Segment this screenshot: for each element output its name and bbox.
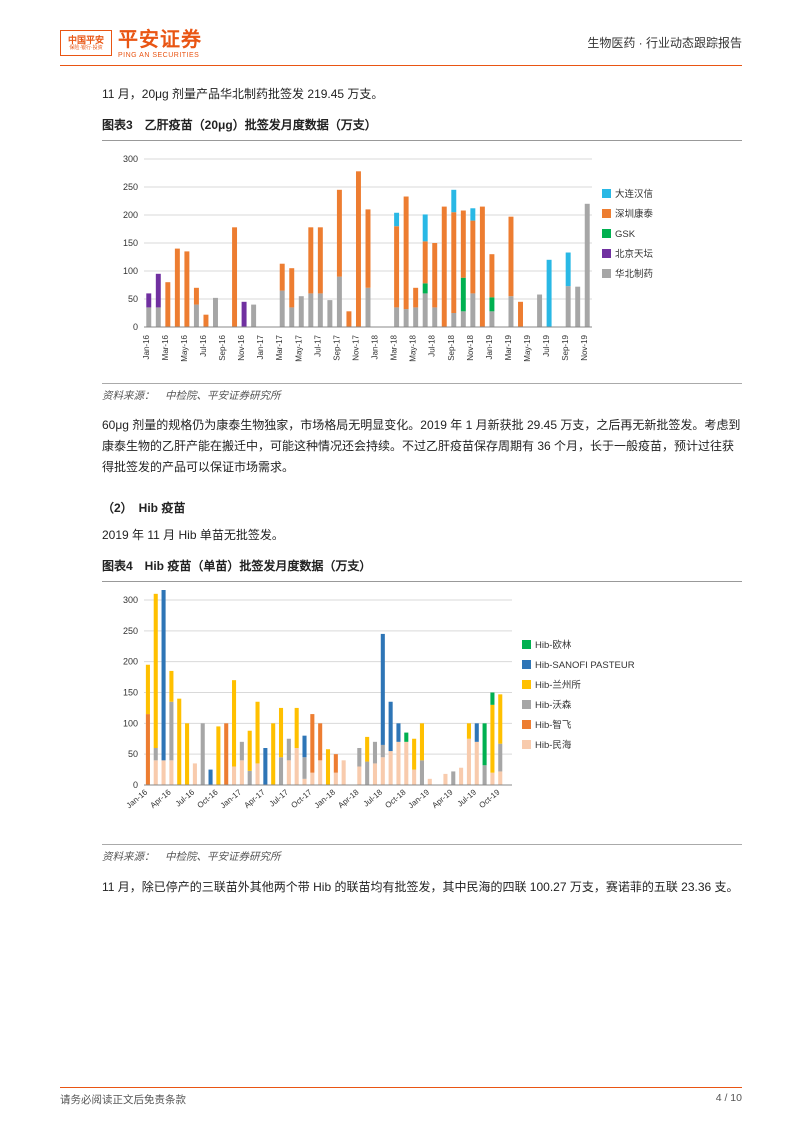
svg-text:北京天坛: 北京天坛 (615, 248, 654, 260)
svg-text:Jan-18: Jan-18 (313, 788, 338, 811)
svg-text:Nov-16: Nov-16 (237, 334, 246, 360)
chart4-wrap: 050100150200250300Jan-16Apr-16Jul-16Oct-… (102, 582, 742, 844)
svg-text:May-19: May-19 (523, 334, 532, 361)
svg-text:Jul-16: Jul-16 (174, 788, 197, 809)
svg-text:Mar-18: Mar-18 (390, 334, 399, 360)
chart3-wrap: 0 50 100 150 200 250 300 Jan-16 Mar-16 May-16 Jul-… (102, 141, 742, 383)
section2-p2: 11 月，除已停产的三联苗外其他两个带 Hib 的联苗均有批签发，其中民海的四联… (102, 877, 742, 898)
svg-text:50: 50 (128, 294, 138, 304)
svg-text:May-16: May-16 (180, 334, 189, 361)
svg-text:Jul-17: Jul-17 (313, 334, 322, 356)
svg-text:Jul-19: Jul-19 (456, 788, 479, 809)
svg-text:Hib-欧林: Hib-欧林 (535, 639, 572, 651)
svg-text:100: 100 (123, 266, 138, 276)
svg-text:Jan-18: Jan-18 (371, 334, 380, 359)
svg-text:150: 150 (123, 238, 138, 248)
brand-cn: 平安证券 (118, 30, 202, 50)
svg-text:Oct-17: Oct-17 (289, 788, 314, 811)
svg-text:华北制药: 华北制药 (615, 268, 653, 280)
svg-text:Apr-16: Apr-16 (149, 788, 174, 811)
svg-text:Nov-17: Nov-17 (351, 334, 360, 360)
svg-text:深圳康泰: 深圳康泰 (615, 208, 654, 220)
chart3-source: 资料来源： 中检院、平安证券研究所 (102, 383, 742, 405)
svg-text:Sep-19: Sep-19 (561, 334, 570, 360)
svg-text:0: 0 (133, 780, 138, 790)
chart3-svg: 0 50 100 150 200 250 300 Jan-16 Mar-16 May-16 Jul-… (102, 149, 682, 379)
svg-text:Jan-19: Jan-19 (485, 334, 494, 359)
footer: 请务必阅读正文后免责条款 4 / 10 (60, 1087, 742, 1107)
svg-text:Apr-17: Apr-17 (242, 788, 267, 811)
intro-para: 11 月，20μg 剂量产品华北制药批签发 219.45 万支。 (102, 84, 742, 105)
svg-text:Oct-19: Oct-19 (477, 788, 502, 811)
svg-text:Nov-18: Nov-18 (466, 334, 475, 360)
brand-en: PING AN SECURITIES (118, 52, 202, 59)
svg-text:Oct-18: Oct-18 (383, 788, 408, 811)
svg-text:Jan-17: Jan-17 (256, 334, 265, 359)
svg-text:Jul-19: Jul-19 (542, 334, 551, 356)
svg-text:Jul-16: Jul-16 (199, 334, 208, 356)
chart4-source: 资料来源： 中检院、平安证券研究所 (102, 844, 742, 866)
svg-text:Nov-19: Nov-19 (580, 334, 589, 360)
chart4-svg: 050100150200250300Jan-16Apr-16Jul-16Oct-… (102, 590, 682, 840)
footer-page-number: 4 / 10 (716, 1092, 742, 1107)
svg-text:Jan-16: Jan-16 (125, 788, 150, 811)
logo-sub: 保险·银行·投资 (69, 46, 102, 51)
svg-text:0: 0 (133, 322, 138, 332)
chart4-title: 图表4 Hib 疫苗（单苗）批签发月度数据（万支） (102, 556, 742, 582)
svg-text:Jul-18: Jul-18 (428, 334, 437, 356)
svg-text:150: 150 (123, 688, 138, 698)
section2-p1: 2019 年 11 月 Hib 单苗无批签发。 (102, 525, 742, 546)
svg-text:300: 300 (123, 595, 138, 605)
svg-text:Hib-智飞: Hib-智飞 (535, 719, 572, 731)
svg-text:Jul-18: Jul-18 (362, 788, 385, 809)
section2-heading: （2） Hib 疫苗 (102, 498, 742, 519)
chart3-title: 图表3 乙肝疫苗（20μg）批签发月度数据（万支） (102, 115, 742, 141)
svg-text:May-18: May-18 (409, 334, 418, 361)
svg-text:GSK: GSK (615, 229, 636, 240)
svg-text:大连汉信: 大连汉信 (615, 188, 653, 200)
content: 11 月，20μg 剂量产品华北制药批签发 219.45 万支。 图表3 乙肝疫… (60, 66, 742, 898)
svg-text:Apr-19: Apr-19 (430, 788, 455, 811)
svg-text:Jan-17: Jan-17 (219, 788, 244, 811)
para-after-chart3: 60μg 剂量的规格仍为康泰生物独家，市场格局无明显变化。2019 年 1 月新… (102, 415, 742, 478)
svg-text:May-17: May-17 (294, 334, 303, 361)
logo-text: 中国平安 (68, 36, 104, 45)
svg-text:Oct-16: Oct-16 (195, 788, 220, 811)
svg-text:200: 200 (123, 657, 138, 667)
header-category: 生物医药 · 行业动态跟踪报告 (587, 30, 742, 51)
svg-text:Mar-19: Mar-19 (504, 334, 513, 360)
svg-text:50: 50 (128, 750, 138, 760)
svg-text:Sep-16: Sep-16 (218, 334, 227, 360)
svg-text:Mar-17: Mar-17 (275, 334, 284, 360)
svg-text:Sep-17: Sep-17 (332, 334, 341, 360)
svg-text:Jan-16: Jan-16 (142, 334, 151, 359)
footer-disclaimer: 请务必阅读正文后免责条款 (60, 1092, 186, 1107)
svg-text:Hib-沃森: Hib-沃森 (535, 699, 572, 711)
brand: 平安证券 PING AN SECURITIES (118, 30, 202, 59)
svg-text:300: 300 (123, 154, 138, 164)
svg-text:Sep-18: Sep-18 (447, 334, 456, 360)
pingan-logo-icon: 中国平安 保险·银行·投资 (60, 30, 112, 56)
svg-text:200: 200 (123, 210, 138, 220)
page: 中国平安 保险·银行·投资 平安证券 PING AN SECURITIES 生物… (0, 0, 802, 1133)
svg-text:250: 250 (123, 182, 138, 192)
svg-text:100: 100 (123, 719, 138, 729)
svg-text:Hib-兰州所: Hib-兰州所 (535, 679, 581, 691)
svg-text:Hib-民海: Hib-民海 (535, 739, 572, 751)
svg-text:Mar-16: Mar-16 (161, 334, 170, 360)
svg-text:Hib-SANOFI PASTEUR: Hib-SANOFI PASTEUR (535, 660, 635, 671)
header: 中国平安 保险·银行·投资 平安证券 PING AN SECURITIES 生物… (60, 30, 742, 63)
logo-block: 中国平安 保险·银行·投资 平安证券 PING AN SECURITIES (60, 30, 202, 59)
svg-text:Apr-18: Apr-18 (336, 788, 361, 811)
svg-text:Jul-17: Jul-17 (268, 788, 291, 809)
svg-text:Jan-19: Jan-19 (407, 788, 432, 811)
svg-text:250: 250 (123, 626, 138, 636)
